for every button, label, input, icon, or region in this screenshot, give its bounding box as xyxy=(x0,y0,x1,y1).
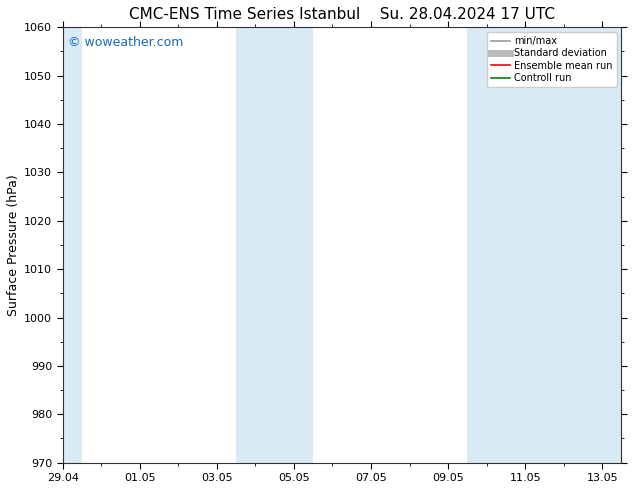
Bar xyxy=(467,27,621,463)
Bar xyxy=(43,27,82,463)
Legend: min/max, Standard deviation, Ensemble mean run, Controll run: min/max, Standard deviation, Ensemble me… xyxy=(487,32,617,87)
Y-axis label: Surface Pressure (hPa): Surface Pressure (hPa) xyxy=(7,174,20,316)
Bar xyxy=(236,27,313,463)
Title: CMC-ENS Time Series Istanbul    Su. 28.04.2024 17 UTC: CMC-ENS Time Series Istanbul Su. 28.04.2… xyxy=(129,7,555,22)
Text: © woweather.com: © woweather.com xyxy=(68,36,184,49)
